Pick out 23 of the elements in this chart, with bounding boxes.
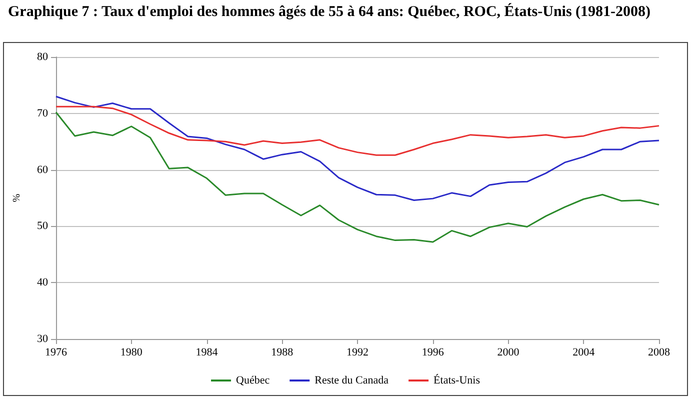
x-tick-label: 1976	[45, 346, 68, 358]
x-tick-label: 2000	[497, 346, 520, 358]
x-tick-label: 1984	[196, 346, 218, 358]
legend-label: États-Unis	[434, 374, 480, 386]
y-tick-label: 70	[37, 107, 48, 120]
legend-label: Québec	[236, 374, 270, 386]
y-tick-label: 80	[37, 51, 48, 63]
x-tick-label: 2004	[572, 346, 596, 358]
line-series	[55, 106, 660, 156]
y-tick-label: 30	[37, 333, 48, 345]
y-tick-label: 50	[37, 220, 48, 232]
line-series	[55, 112, 660, 243]
x-tick-label: 1988	[271, 346, 294, 358]
y-axis-title: %	[12, 194, 22, 202]
x-tick-label: 1992	[346, 346, 368, 358]
line-series	[55, 96, 660, 202]
y-tick-label: 40	[37, 276, 48, 289]
x-tick-label: 2008	[648, 346, 670, 358]
x-tick-label: 1980	[120, 346, 143, 358]
y-tick-label: 60	[37, 164, 48, 176]
x-tick-label: 1996	[422, 346, 444, 358]
legend-label: Reste du Canada	[314, 374, 389, 386]
chart-title: Graphique 7 : Taux d'emploi des hommes âgés de 55 à 64 ans: Québec, ROC, États-Unis (1981-2008)	[8, 4, 652, 21]
